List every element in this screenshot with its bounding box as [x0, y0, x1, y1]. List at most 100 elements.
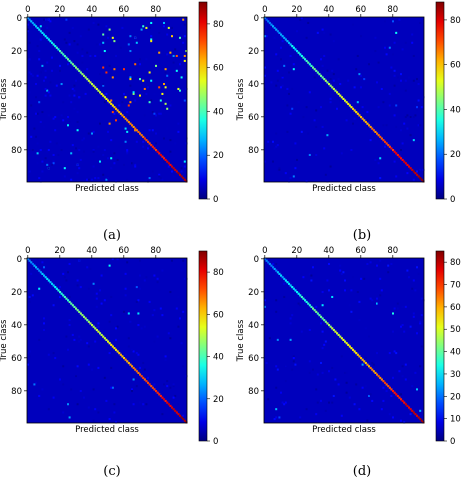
heatmap-diagonal-cell: [179, 173, 182, 176]
heatmap-cell: [155, 132, 157, 135]
heatmap-cell: [115, 54, 117, 57]
heatmap-cell: [312, 368, 314, 371]
heatmap-cell: [264, 299, 266, 302]
heatmap-diagonal-cell: [331, 327, 334, 330]
heatmap-cell: [92, 419, 95, 422]
heatmap-cell: [292, 360, 295, 363]
heatmap-cell: [180, 269, 183, 272]
heatmap-cell: [294, 363, 297, 366]
heatmap-cell: [99, 73, 101, 76]
heatmap-diagonal-cell: [71, 304, 74, 307]
heatmap-cell: [352, 122, 354, 125]
heatmap-cell: [339, 83, 342, 86]
heatmap-diagonal-cell: [75, 66, 78, 69]
heatmap-diagonal-cell: [275, 28, 278, 31]
heatmap-diagonal-cell: [39, 30, 42, 33]
heatmap-diagonal-cell: [134, 127, 137, 130]
heatmap-diagonal-cell: [28, 18, 31, 21]
heatmap-cell: [27, 56, 29, 59]
heatmap-cell: [283, 282, 286, 285]
heatmap-cell: [344, 371, 346, 374]
heatmap-diagonal-cell: [416, 173, 419, 176]
heatmap-cell: [150, 99, 153, 102]
heatmap-cell: [55, 84, 58, 87]
heatmap-cell: [36, 45, 39, 48]
heatmap-cell: [31, 155, 34, 158]
heatmap-diagonal-cell: [360, 357, 363, 360]
heatmap-cell: [361, 386, 364, 389]
heatmap-diagonal-cell: [137, 371, 140, 374]
heatmap-cell: [89, 54, 92, 57]
heatmap-cell: [108, 64, 111, 67]
heatmap-cell: [169, 337, 172, 340]
heatmap-cell: [419, 409, 422, 412]
heatmap-cell: [70, 152, 73, 155]
heatmap-cell: [265, 361, 268, 364]
heatmap-cell: [291, 314, 294, 317]
heatmap-cell: [388, 352, 391, 355]
heatmap-cell: [185, 277, 188, 280]
heatmap-cell: [123, 310, 125, 313]
heatmap-cell: [308, 91, 311, 94]
heatmap-cell: [326, 69, 329, 72]
heatmap-diagonal-cell: [409, 408, 412, 411]
heatmap-cell: [353, 403, 356, 406]
colorbar: [435, 1, 445, 200]
heatmap-cell: [102, 173, 105, 176]
heatmap-cell: [145, 403, 148, 406]
heatmap-cell: [358, 300, 361, 303]
heatmap-cell: [148, 365, 151, 368]
heatmap-cell: [35, 135, 37, 138]
heatmap-cell: [412, 315, 415, 318]
heatmap-cell: [67, 53, 69, 56]
heatmap-cell: [297, 302, 300, 305]
heatmap-cell: [30, 104, 33, 107]
heatmap-cell: [292, 175, 295, 178]
heatmap-diagonal-cell: [153, 388, 156, 391]
heatmap-diagonal-cell: [374, 371, 377, 374]
heatmap-cell: [99, 160, 101, 163]
heatmap-diagonal-cell: [352, 348, 355, 351]
heatmap-cell: [39, 71, 42, 74]
heatmap-cell: [135, 41, 138, 44]
heatmap-diagonal-cell: [78, 310, 81, 313]
heatmap-cell: [97, 325, 100, 328]
heatmap-diagonal-cell: [27, 17, 30, 20]
heatmap-diagonal-cell: [105, 97, 108, 100]
heatmap-cell: [143, 325, 146, 328]
heatmap-diagonal-cell: [323, 319, 326, 322]
heatmap-cell: [264, 305, 266, 308]
heatmap-diagonal-cell: [75, 307, 78, 310]
heatmap-cell: [78, 149, 81, 152]
heatmap-diagonal-cell: [132, 366, 135, 370]
heatmap-diagonal-cell: [291, 45, 294, 48]
heatmap-cell: [416, 78, 418, 81]
heatmap-cell: [412, 54, 415, 57]
heatmap-cell: [127, 312, 130, 315]
heatmap-cell: [321, 64, 324, 67]
heatmap-diagonal-cell: [379, 135, 382, 138]
heatmap-diagonal-cell: [60, 51, 63, 54]
y-tick-label: 20: [11, 47, 22, 57]
heatmap-cell: [81, 61, 84, 64]
heatmap-diagonal-cell: [323, 78, 326, 81]
heatmap-cell: [62, 411, 65, 414]
heatmap-cell: [371, 399, 374, 402]
heatmap-cell: [398, 370, 401, 373]
heatmap-diagonal-cell: [47, 279, 50, 282]
heatmap-cell: [41, 160, 44, 163]
heatmap-cell: [404, 116, 407, 119]
heatmap-diagonal-cell: [315, 69, 318, 72]
heatmap-diagonal-cell: [401, 399, 404, 403]
heatmap-cell: [344, 279, 346, 282]
heatmap-diagonal-cell: [116, 109, 119, 112]
heatmap-cell: [46, 61, 49, 64]
heatmap-diagonal-cell: [70, 61, 73, 64]
heatmap-cell: [97, 366, 100, 369]
heatmap-cell: [28, 91, 31, 94]
heatmap-cell: [167, 165, 170, 168]
heatmap-cell: [127, 337, 130, 340]
heatmap-cell: [390, 394, 393, 397]
colorbar: [435, 250, 445, 442]
heatmap-cell: [337, 58, 340, 61]
